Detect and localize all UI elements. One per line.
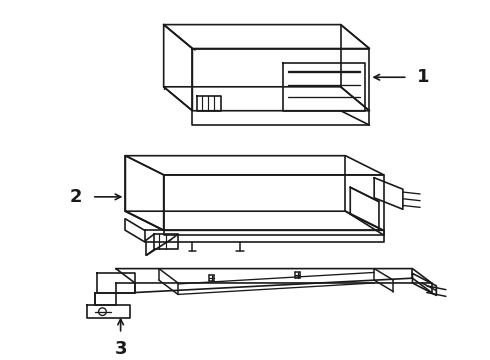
Text: 1: 1: [417, 68, 430, 86]
Text: 2: 2: [70, 188, 82, 206]
Text: 3: 3: [114, 340, 127, 358]
